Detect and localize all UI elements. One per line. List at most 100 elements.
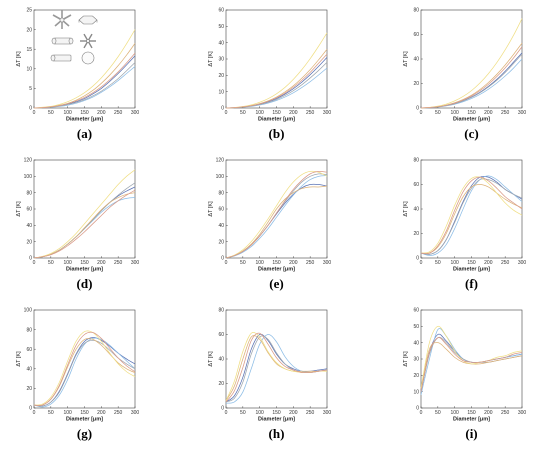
y-tick-label: 60 bbox=[218, 207, 224, 213]
y-tick-label: 80 bbox=[26, 190, 32, 196]
series-line-2 bbox=[33, 66, 136, 109]
x-tick-label: 0 bbox=[33, 260, 36, 266]
y-tick-label: 100 bbox=[24, 174, 33, 180]
x-axis-label: Diameter [μm] bbox=[66, 117, 103, 123]
y-tick-label: 60 bbox=[26, 347, 32, 353]
plot-frame bbox=[33, 159, 136, 259]
series-line-6 bbox=[225, 332, 328, 403]
x-axis-label: Diameter [μm] bbox=[453, 417, 490, 423]
series-line-4 bbox=[420, 184, 523, 254]
series-line-6 bbox=[33, 331, 136, 406]
x-tick-label: 150 bbox=[272, 260, 281, 266]
x-axis-label: Diameter [μm] bbox=[258, 267, 295, 273]
y-tick-label: 80 bbox=[413, 158, 419, 164]
y-tick-label: 80 bbox=[218, 308, 224, 314]
y-tick-label: 20 bbox=[218, 381, 224, 387]
y-tick-label: 60 bbox=[413, 32, 419, 38]
crystal-shapes-inset bbox=[50, 10, 98, 65]
x-tick-label: 200 bbox=[97, 110, 106, 116]
x-tick-label: 50 bbox=[240, 410, 246, 416]
y-tick-label: 0 bbox=[416, 106, 419, 112]
y-tick-label: 0 bbox=[221, 256, 224, 262]
x-tick-label: 200 bbox=[484, 110, 493, 116]
x-tick-label: 250 bbox=[114, 260, 123, 266]
chart-panel-9: 0 50 100 150 200 250 300 0 10 20 30 40 50 60 Diameter … bbox=[403, 308, 526, 441]
x-tick-label: 250 bbox=[306, 110, 315, 116]
series-line-5 bbox=[225, 170, 328, 259]
x-tick-label: 100 bbox=[255, 110, 264, 116]
series-line-6 bbox=[420, 46, 523, 109]
x-tick-label: 300 bbox=[518, 410, 527, 416]
x-tick-label: 150 bbox=[272, 410, 281, 416]
chart-panel-6: 0 50 100 150 200 250 300 0 20 40 60 80 Diameter [μm]… bbox=[403, 158, 526, 291]
x-tick-label: 100 bbox=[63, 410, 72, 416]
series-line-4 bbox=[33, 192, 136, 259]
x-tick-label: 250 bbox=[501, 260, 510, 266]
x-axis-label: Diameter [μm] bbox=[258, 417, 295, 423]
series-line-5 bbox=[420, 325, 523, 389]
x-tick-label: 300 bbox=[518, 110, 527, 116]
y-axis-label: ΔT [K] bbox=[16, 51, 22, 67]
y-tick-label: 0 bbox=[416, 256, 419, 262]
y-tick-label: 0 bbox=[29, 256, 32, 262]
y-tick-label: 20 bbox=[26, 27, 32, 33]
x-tick-label: 0 bbox=[33, 410, 36, 416]
y-tick-label: 0 bbox=[221, 406, 224, 412]
y-tick-label: 80 bbox=[413, 8, 419, 14]
chart-panel-3: 0 50 100 150 200 250 300 0 20 40 60 80 Diameter [μm]… bbox=[403, 8, 526, 141]
sphere-icon bbox=[81, 51, 95, 65]
plot-frame bbox=[33, 309, 136, 409]
x-axis-label: Diameter [μm] bbox=[453, 117, 490, 123]
chart-panel-4: 0 50 100 150 200 250 300 0 20 40 60 80 100 120 Diamete… bbox=[16, 158, 139, 291]
x-tick-label: 150 bbox=[467, 110, 476, 116]
y-axis-label: ΔT [K] bbox=[16, 201, 22, 217]
x-tick-label: 50 bbox=[240, 110, 246, 116]
y-tick-label: 40 bbox=[218, 223, 224, 229]
series-line-5 bbox=[33, 330, 136, 406]
x-tick-label: 250 bbox=[306, 410, 315, 416]
y-tick-label: 10 bbox=[413, 389, 419, 395]
panel-label: (e) bbox=[269, 276, 283, 291]
y-tick-label: 30 bbox=[218, 57, 224, 63]
y-tick-label: 60 bbox=[413, 308, 419, 314]
y-tick-label: 40 bbox=[26, 367, 32, 373]
x-tick-label: 300 bbox=[131, 410, 140, 416]
x-tick-label: 300 bbox=[131, 260, 140, 266]
panel-label: (h) bbox=[269, 426, 285, 441]
x-tick-label: 250 bbox=[306, 260, 315, 266]
x-tick-label: 150 bbox=[80, 260, 89, 266]
series-line-3 bbox=[420, 178, 523, 255]
y-tick-label: 80 bbox=[218, 190, 224, 196]
plot-frame bbox=[420, 9, 523, 109]
x-tick-label: 100 bbox=[450, 410, 459, 416]
y-axis-label: ΔT [K] bbox=[16, 351, 22, 367]
y-axis-label: ΔT [K] bbox=[208, 51, 214, 67]
y-tick-label: 100 bbox=[24, 308, 33, 314]
x-tick-label: 200 bbox=[289, 410, 298, 416]
y-axis-label: ΔT [K] bbox=[403, 51, 409, 67]
x-tick-label: 250 bbox=[501, 410, 510, 416]
series-line-5 bbox=[420, 18, 523, 109]
plot-frame bbox=[225, 9, 328, 109]
x-tick-label: 100 bbox=[63, 260, 72, 266]
y-tick-label: 20 bbox=[218, 73, 224, 79]
panel-label: (f) bbox=[465, 276, 478, 291]
x-tick-label: 250 bbox=[114, 110, 123, 116]
y-tick-label: 20 bbox=[26, 239, 32, 245]
x-tick-label: 150 bbox=[467, 410, 476, 416]
x-tick-label: 150 bbox=[80, 110, 89, 116]
x-tick-label: 0 bbox=[420, 410, 423, 416]
x-axis-label: Diameter [μm] bbox=[258, 117, 295, 123]
chart-panel-5: 0 50 100 150 200 250 300 0 20 40 60 80 100 120 Diamete… bbox=[208, 158, 331, 291]
y-axis-label: ΔT [K] bbox=[208, 201, 214, 217]
y-tick-label: 120 bbox=[24, 158, 33, 164]
x-tick-label: 200 bbox=[97, 410, 106, 416]
series-line-6 bbox=[225, 53, 328, 109]
x-axis-label: Diameter [μm] bbox=[66, 267, 103, 273]
y-tick-label: 50 bbox=[413, 324, 419, 330]
y-tick-label: 60 bbox=[26, 207, 32, 213]
y-axis-label: ΔT [K] bbox=[403, 351, 409, 367]
y-tick-label: 40 bbox=[413, 207, 419, 213]
y-tick-label: 10 bbox=[218, 89, 224, 95]
y-tick-label: 0 bbox=[29, 406, 32, 412]
